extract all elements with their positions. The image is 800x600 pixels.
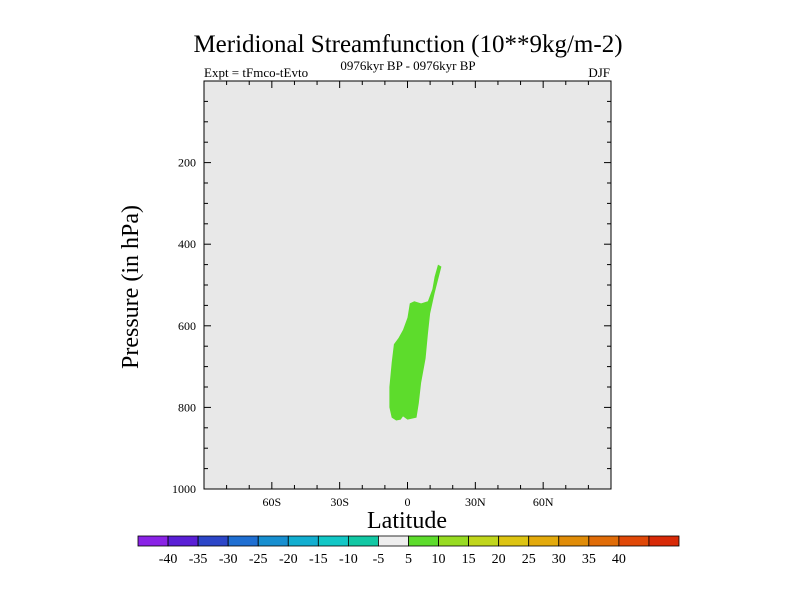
x-tick-label: 60N — [533, 495, 554, 509]
y-tick-label: 400 — [178, 237, 196, 251]
x-tick-label: 30N — [465, 495, 486, 509]
colorbar-label: 25 — [522, 552, 536, 567]
colorbar-label: -25 — [249, 552, 268, 567]
season-label: DJF — [588, 65, 610, 80]
colorbar-box — [588, 535, 620, 547]
colorbar: -40 -35 -30 -25 -20 -15 -10 -5 5 10 15 20 25 30 35 40 — [137, 535, 680, 567]
colorbar-box — [558, 535, 590, 547]
colorbar-box — [618, 535, 650, 547]
colorbar-box — [408, 535, 439, 547]
colorbar-box — [257, 535, 289, 547]
colorbar-box — [197, 535, 229, 547]
colorbar-box — [528, 535, 560, 547]
x-tick-label: 60S — [262, 495, 281, 509]
x-tick-label: 30S — [330, 495, 349, 509]
colorbar-label: 10 — [432, 552, 446, 567]
y-tick-label: 1000 — [172, 482, 196, 496]
y-tick-label: 800 — [178, 400, 196, 414]
colorbar-label: -35 — [189, 552, 208, 567]
experiment-label: Expt = tFmco-tEvto — [204, 65, 308, 80]
colorbar-label: -40 — [159, 552, 178, 567]
colorbar-box — [137, 535, 169, 547]
contour-region-positive-5-to-10 — [389, 264, 442, 421]
y-axis-title: Pressure (in hPa) — [118, 205, 144, 369]
colorbar-box — [167, 535, 199, 547]
colorbar-label: 35 — [582, 552, 596, 567]
colorbar-label: -30 — [219, 552, 238, 567]
colorbar-box — [498, 535, 530, 547]
x-axis-title: Latitude — [367, 508, 447, 534]
colorbar-box — [347, 535, 379, 547]
chart-title: Meridional Streamfunction (10**9kg/m-2) — [193, 31, 622, 58]
colorbar-box — [287, 535, 319, 547]
colorbar-label: 30 — [552, 552, 566, 567]
colorbar-box — [378, 535, 409, 547]
colorbar-label: -15 — [309, 552, 328, 567]
plot-background — [204, 81, 611, 489]
colorbar-box — [438, 535, 470, 547]
colorbar-label: -20 — [279, 552, 298, 567]
time-period-label: 0976kyr BP - 0976kyr BP — [340, 58, 475, 73]
plot-area: 60S 30S 0 30N 60N 200 400 600 800 1000 — [172, 80, 612, 509]
y-tick-label: 200 — [178, 156, 196, 170]
colorbar-label: -5 — [373, 552, 385, 567]
colorbar-box — [648, 535, 680, 547]
y-tick-label: 600 — [178, 319, 196, 333]
colorbar-box — [468, 535, 500, 547]
colorbar-label: 5 — [405, 552, 412, 567]
colorbar-box — [317, 535, 349, 547]
colorbar-label: -10 — [339, 552, 358, 567]
colorbar-box — [227, 535, 259, 547]
colorbar-label: 15 — [462, 552, 476, 567]
colorbar-label: 20 — [492, 552, 506, 567]
x-tick-label: 0 — [405, 495, 411, 509]
colorbar-label: 40 — [612, 552, 626, 567]
